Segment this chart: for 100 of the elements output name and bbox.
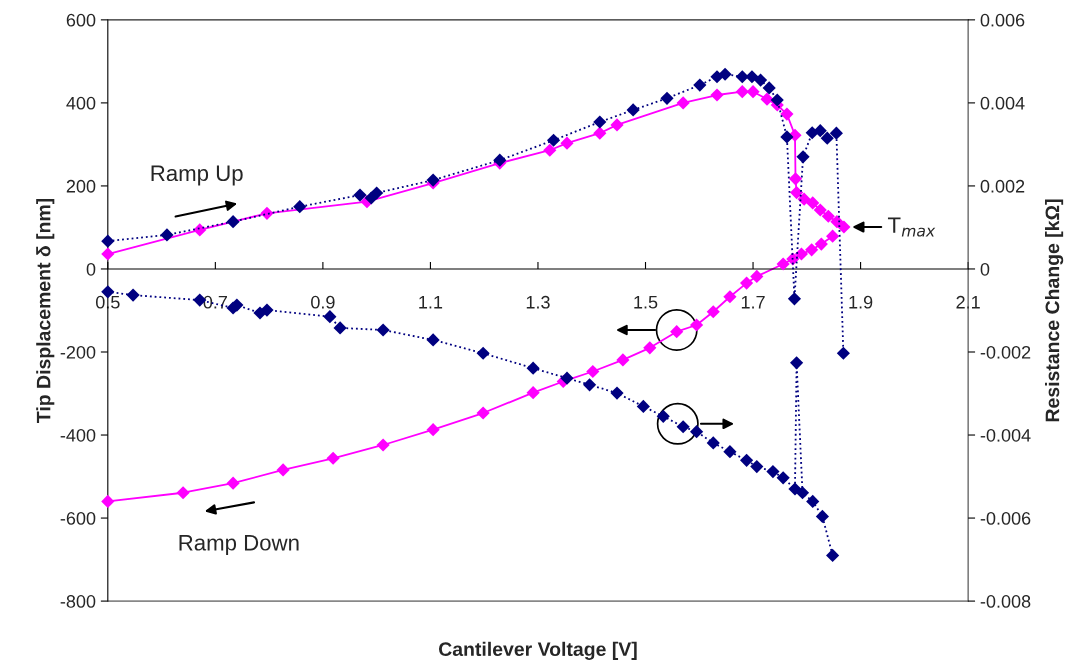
point (526, 361, 540, 375)
point (780, 107, 794, 121)
y2-tick-label: 0.002 (980, 179, 1025, 193)
point (740, 276, 754, 290)
x-tick-label: 1.7 (741, 296, 765, 309)
point (293, 200, 307, 214)
y-tick-label: 600 (66, 13, 96, 27)
y-tick-label: -600 (60, 512, 96, 525)
point (426, 333, 440, 347)
point (101, 247, 115, 261)
point (276, 463, 290, 477)
point (723, 290, 737, 304)
y2-tick-label: 0.004 (980, 96, 1025, 110)
point (750, 269, 764, 284)
point (160, 228, 174, 242)
point (226, 215, 240, 229)
point (326, 451, 340, 465)
point (546, 133, 561, 147)
point (583, 378, 597, 392)
point (656, 409, 670, 423)
y-tick-label: 400 (66, 96, 96, 110)
y-tick-label: -800 (60, 595, 96, 608)
point (593, 115, 607, 129)
point (787, 292, 802, 306)
point (610, 386, 624, 400)
y-axis-title: Tip Displacement δ [nm] (36, 198, 55, 423)
point (543, 143, 557, 157)
point (815, 509, 829, 523)
point (821, 209, 835, 223)
point (837, 220, 851, 234)
point (788, 172, 803, 186)
y-tick-label: -200 (60, 345, 96, 359)
y2-tick-label: 0 (980, 262, 990, 276)
point (693, 78, 707, 92)
point (353, 188, 367, 202)
point (706, 305, 720, 319)
point (735, 70, 749, 84)
x-tick-label: 1.3 (526, 295, 550, 309)
point (806, 494, 820, 509)
point (706, 436, 720, 450)
point (813, 124, 827, 138)
point (660, 91, 674, 105)
point (560, 371, 574, 385)
point (805, 243, 819, 257)
point (376, 323, 390, 337)
x-tick-label: 1.5 (634, 296, 658, 309)
point (746, 85, 760, 99)
point (323, 310, 337, 324)
point (788, 482, 802, 496)
point (253, 306, 267, 320)
point (723, 445, 737, 459)
point (370, 186, 384, 200)
point (762, 81, 776, 95)
point (796, 150, 810, 164)
point (226, 476, 240, 490)
point (735, 85, 749, 99)
point (333, 321, 347, 335)
point (790, 356, 804, 370)
y2-axis-title: Resistance Change [kΩ] (1045, 199, 1064, 422)
point (610, 118, 624, 132)
point (753, 73, 768, 87)
y2-tick-label: -0.008 (980, 595, 1031, 608)
x-tick-label: 0.9 (311, 295, 335, 309)
point (626, 103, 640, 117)
point (750, 459, 764, 474)
point (820, 131, 834, 145)
y2-tick-label: -0.004 (980, 428, 1031, 442)
annotation: Ramp Down (179, 535, 299, 555)
y-tick-label: -400 (60, 428, 96, 442)
point (636, 399, 650, 413)
point (476, 406, 490, 420)
point (830, 215, 844, 229)
point (126, 288, 140, 302)
point (101, 234, 115, 248)
point (376, 438, 390, 452)
point (616, 353, 630, 367)
point (776, 257, 790, 271)
point (740, 453, 754, 467)
y2-tick-label: -0.006 (980, 512, 1031, 525)
point (690, 318, 704, 332)
point (710, 88, 724, 102)
point (476, 346, 490, 360)
x-axis-title: Cantilever Voltage [V] (439, 641, 637, 660)
point (676, 96, 690, 110)
annotation: T$_{max}$ (887, 217, 936, 237)
x-tick-label: 1.1 (419, 296, 443, 309)
x-tick-label: 1.9 (849, 295, 873, 309)
y2-tick-label: 0.006 (980, 13, 1025, 27)
point (826, 548, 840, 563)
point (826, 229, 840, 243)
point (794, 247, 809, 261)
point (780, 130, 794, 144)
annotation: Ramp Up (151, 165, 243, 186)
point (790, 185, 804, 200)
point (690, 425, 704, 439)
point (770, 93, 784, 107)
y2-tick-label: -0.002 (980, 345, 1031, 359)
point (760, 92, 774, 106)
y-tick-label: 200 (66, 179, 96, 193)
point (836, 346, 850, 360)
